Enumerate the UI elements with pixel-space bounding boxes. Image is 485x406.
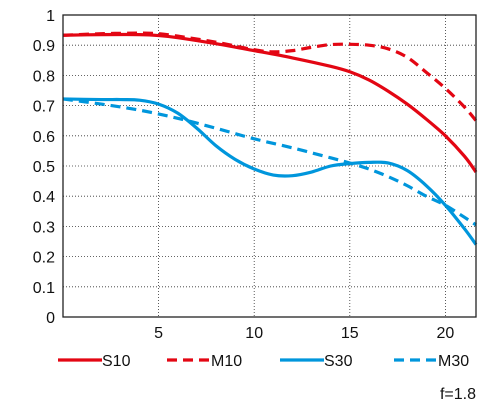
series-line-m30 — [62, 97, 477, 227]
series-line-s10 — [62, 32, 478, 173]
series-line-m10 — [62, 31, 478, 122]
y-tick-label: 0.8 — [33, 68, 55, 85]
plot-frame — [62, 14, 477, 318]
y-tick-label: 0.6 — [33, 129, 55, 146]
grid — [63, 14, 476, 318]
x-tick-label: 15 — [341, 325, 359, 342]
series-lines — [62, 31, 478, 246]
y-tick-label: 0.1 — [33, 280, 55, 297]
y-tick-label: 0 — [46, 310, 55, 327]
legend: S10 M10 S30 M30 — [58, 353, 469, 370]
y-tick-label: 0.7 — [33, 99, 55, 116]
legend-label-s30: S30 — [324, 353, 353, 370]
series-line-s30 — [62, 97, 478, 246]
x-axis-tick-labels: 5 10 15 20 — [154, 325, 454, 342]
legend-label-m10: M10 — [211, 353, 242, 370]
x-tick-label: 20 — [437, 325, 455, 342]
y-tick-label: 0.5 — [33, 159, 55, 176]
y-tick-label: 0.9 — [33, 38, 55, 55]
y-tick-label: 0.2 — [33, 250, 55, 267]
aperture-annotation: f=1.8 — [440, 386, 476, 403]
y-tick-label: 0.4 — [33, 189, 55, 206]
legend-label-s10: S10 — [102, 353, 131, 370]
x-tick-label: 5 — [154, 325, 163, 342]
y-axis-tick-labels: 0 0.1 0.2 0.3 0.4 0.5 0.6 0.7 0.8 0.9 1 — [33, 8, 55, 327]
x-tick-label: 10 — [245, 325, 263, 342]
y-tick-label: 1 — [46, 8, 55, 25]
y-tick-label: 0.3 — [33, 219, 55, 236]
legend-label-m30: M30 — [438, 353, 469, 370]
